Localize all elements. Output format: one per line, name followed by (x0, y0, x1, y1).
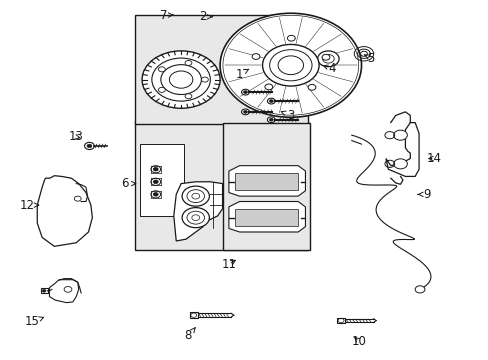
Polygon shape (228, 166, 305, 196)
Circle shape (414, 286, 424, 293)
Bar (135, 121, 307, 250)
Circle shape (42, 289, 46, 292)
Text: 4: 4 (323, 62, 335, 75)
Text: 14: 14 (427, 152, 441, 165)
Text: 5: 5 (364, 51, 374, 64)
Polygon shape (49, 279, 79, 303)
Circle shape (252, 54, 260, 59)
Text: 3: 3 (281, 109, 294, 122)
Circle shape (393, 130, 407, 140)
Polygon shape (234, 173, 298, 190)
Polygon shape (234, 209, 298, 226)
Circle shape (307, 85, 315, 90)
Circle shape (152, 58, 210, 101)
Polygon shape (37, 176, 92, 246)
Circle shape (201, 77, 208, 82)
Circle shape (317, 51, 338, 67)
Polygon shape (385, 123, 418, 176)
Text: 10: 10 (351, 335, 366, 348)
Circle shape (161, 65, 201, 95)
Bar (140, 144, 183, 216)
Circle shape (264, 84, 272, 90)
Circle shape (287, 35, 295, 41)
Polygon shape (173, 182, 222, 241)
Text: 1: 1 (235, 68, 248, 81)
Circle shape (241, 89, 249, 95)
Circle shape (182, 186, 209, 206)
Circle shape (182, 208, 209, 228)
Circle shape (262, 44, 319, 86)
Text: 15: 15 (25, 315, 43, 328)
Bar (189, 312, 197, 318)
Polygon shape (228, 202, 305, 232)
Circle shape (267, 117, 275, 123)
Circle shape (142, 51, 220, 108)
Circle shape (393, 159, 407, 169)
Bar (135, 15, 307, 125)
Circle shape (158, 67, 165, 72)
Bar (336, 318, 344, 323)
Circle shape (241, 109, 249, 115)
Text: 8: 8 (184, 328, 195, 342)
Circle shape (267, 98, 275, 104)
Circle shape (243, 91, 247, 94)
Circle shape (153, 180, 158, 184)
Circle shape (269, 118, 273, 121)
Circle shape (184, 60, 191, 66)
Circle shape (220, 13, 361, 117)
Text: 13: 13 (69, 130, 83, 144)
Circle shape (184, 94, 191, 99)
Circle shape (153, 193, 158, 196)
Circle shape (87, 144, 92, 148)
Text: 12: 12 (20, 199, 39, 212)
Bar (41, 288, 47, 293)
Circle shape (269, 100, 273, 103)
Circle shape (153, 167, 158, 171)
Circle shape (243, 111, 247, 113)
Text: 9: 9 (417, 188, 430, 201)
Circle shape (322, 54, 329, 60)
Text: 6: 6 (121, 177, 136, 190)
Circle shape (84, 142, 94, 149)
Bar (222, 123, 310, 250)
Text: 7: 7 (160, 9, 173, 22)
Text: 11: 11 (221, 258, 236, 271)
Text: 2: 2 (199, 10, 212, 23)
Circle shape (158, 87, 165, 93)
